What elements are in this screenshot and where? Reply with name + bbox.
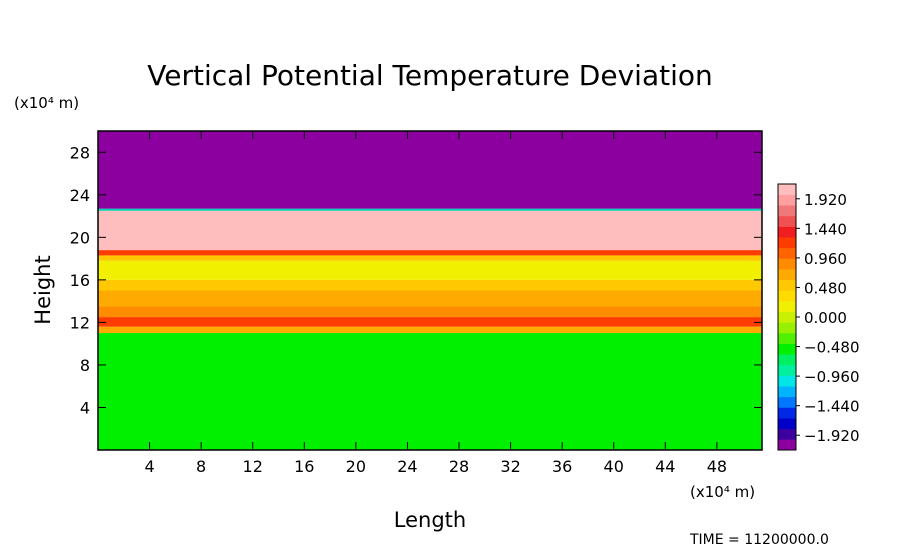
colorbar-segment <box>778 237 796 249</box>
heatmap-layer-7 <box>98 255 762 261</box>
y-tick-label: 28 <box>70 143 90 162</box>
colorbar-segment <box>778 194 796 206</box>
colorbar-label: 0.480 <box>804 279 847 297</box>
heatmap-layer-1 <box>98 326 762 334</box>
heatmap-layer-9 <box>98 210 762 251</box>
plot-frame <box>97 130 763 451</box>
y-unit-label: (x10⁴ m) <box>14 94 79 112</box>
colorbar-segment <box>778 407 796 419</box>
colorbar-segment <box>778 279 796 291</box>
y-tick-label: 12 <box>70 313 90 332</box>
heatmap-layer-3 <box>98 306 762 318</box>
heatmap-layer-5 <box>98 279 762 291</box>
colorbar-segment <box>778 386 796 398</box>
y-axis-label: Height <box>31 255 55 324</box>
colorbar-label: 0.960 <box>804 250 847 268</box>
colorbar-segment <box>778 226 796 238</box>
x-tick-label: 36 <box>552 457 572 476</box>
colorbar-segment <box>778 332 796 344</box>
x-tick-label: 44 <box>655 457 675 476</box>
plot-layers <box>98 131 762 450</box>
y-tick-label: 16 <box>70 271 90 290</box>
heatmap-layer-6 <box>98 260 762 280</box>
y-tick-label: 4 <box>80 398 90 417</box>
colorbar-segment <box>778 258 796 270</box>
x-tick-label: 16 <box>294 457 314 476</box>
y-axis-ticks: 4 8 12 16 20 24 28 <box>70 143 762 417</box>
colorbar-segment <box>778 364 796 376</box>
colorbar-segment <box>778 184 796 195</box>
colorbar-segment <box>778 205 796 217</box>
colorbar-segment <box>778 290 796 302</box>
colorbar-segment <box>778 418 796 430</box>
colorbar-segment <box>778 215 796 227</box>
colorbar-segment <box>778 322 796 334</box>
y-tick-label: 24 <box>70 186 90 205</box>
chart-title: Vertical Potential Temperature Deviation <box>147 59 712 92</box>
x-tick-label: 24 <box>397 457 417 476</box>
x-tick-label: 20 <box>346 457 366 476</box>
heatmap-layer-10 <box>98 208 762 211</box>
heatmap-layer-11 <box>98 131 762 209</box>
colorbar-segment <box>778 301 796 312</box>
heatmap-layer-8 <box>98 250 762 256</box>
x-axis-label: Length <box>394 508 466 532</box>
colorbar-segment <box>778 428 796 440</box>
colorbar-labels: 1.920 1.440 0.960 0.480 0.000 −0.480 −0.960 −1.… <box>796 191 860 445</box>
x-tick-label: 32 <box>500 457 520 476</box>
heatmap-layer-4 <box>98 290 762 307</box>
x-tick-label: 28 <box>449 457 469 476</box>
colorbar-segment <box>778 375 796 387</box>
colorbar-label: 0.000 <box>804 309 847 327</box>
colorbar-segment <box>778 343 796 355</box>
x-tick-label: 40 <box>604 457 624 476</box>
x-axis-ticks: 4 8 12 16 20 24 28 32 36 40 44 48 <box>144 131 727 476</box>
x-tick-label: 4 <box>144 457 154 476</box>
colorbar-label: −1.920 <box>804 427 860 445</box>
colorbar-segment <box>778 354 796 366</box>
x-unit-label: (x10⁴ m) <box>690 483 755 501</box>
x-tick-label: 12 <box>243 457 263 476</box>
colorbar-segment <box>778 439 796 451</box>
y-tick-label: 8 <box>80 356 90 375</box>
colorbar-segment <box>778 269 796 281</box>
colorbar-label: −1.440 <box>804 398 860 416</box>
heatmap-layer-2 <box>98 317 762 327</box>
x-tick-label: 48 <box>707 457 727 476</box>
colorbar-segment <box>778 396 796 408</box>
colorbar-label: −0.960 <box>804 368 860 386</box>
colorbar-label: −0.480 <box>804 339 860 357</box>
colorbar-segment <box>778 311 796 323</box>
x-tick-label: 8 <box>196 457 206 476</box>
colorbar <box>778 184 796 451</box>
heatmap-layer-0 <box>98 333 762 450</box>
colorbar-label: 1.920 <box>804 191 847 209</box>
time-label: TIME = 11200000.0 <box>689 532 829 544</box>
colorbar-label: 1.440 <box>804 220 847 238</box>
colorbar-segment <box>778 247 796 259</box>
y-tick-label: 20 <box>70 228 90 247</box>
